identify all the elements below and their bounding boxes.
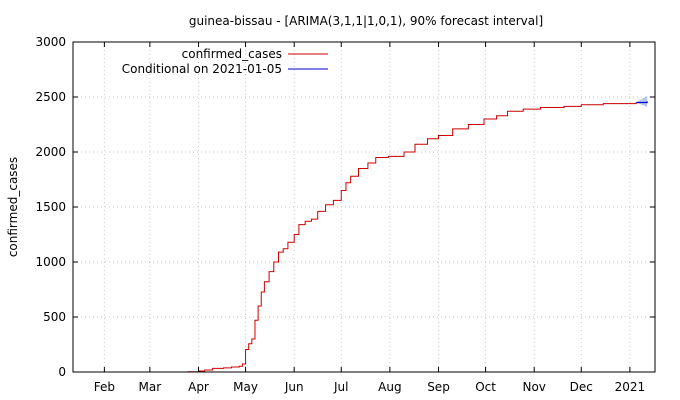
forecast-interval-area	[636, 95, 648, 107]
x-tick-label: Nov	[522, 380, 545, 394]
y-tick-label: 1500	[35, 200, 66, 214]
x-tick-label: Oct	[475, 380, 496, 394]
x-tick-label: Mar	[139, 380, 162, 394]
x-tick-label: May	[233, 380, 258, 394]
y-tick-label: 3000	[35, 35, 66, 49]
x-tick-label: Aug	[378, 380, 401, 394]
legend-label: Conditional on 2021-01-05	[122, 62, 282, 76]
chart-title: guinea-bissau - [ARIMA(3,1,1|1,0,1), 90%…	[189, 14, 543, 28]
confirmed-cases-line	[187, 102, 637, 373]
x-tick-label: 2021	[615, 380, 646, 394]
y-tick-label: 2500	[35, 90, 66, 104]
x-tick-label: Apr	[188, 380, 209, 394]
grid	[73, 42, 655, 372]
series-group	[187, 101, 648, 373]
plot-frame	[72, 41, 656, 373]
x-tick-label: Dec	[570, 380, 593, 394]
x-tick-label: Jun	[284, 380, 304, 394]
y-axis-label: confirmed_cases	[6, 157, 20, 257]
legend-label: confirmed_cases	[182, 47, 282, 61]
x-tick-label: Jul	[333, 380, 348, 394]
y-tick-label: 1000	[35, 255, 66, 269]
x-tick-label: Sep	[427, 380, 450, 394]
y-tick-label: 500	[43, 310, 66, 324]
x-axis: Feb Mar Apr May Jun Jul Aug Sep Oct Nov Dec 2021	[94, 42, 645, 394]
y-tick-label: 2000	[35, 145, 66, 159]
x-tick-label: Feb	[94, 380, 115, 394]
forecast-interval-band	[636, 95, 648, 107]
y-tick-label: 0	[58, 365, 66, 379]
y-axis: 0 500 1000 1500 2000 2500 3000	[35, 35, 655, 379]
forecast-line	[636, 101, 648, 104]
